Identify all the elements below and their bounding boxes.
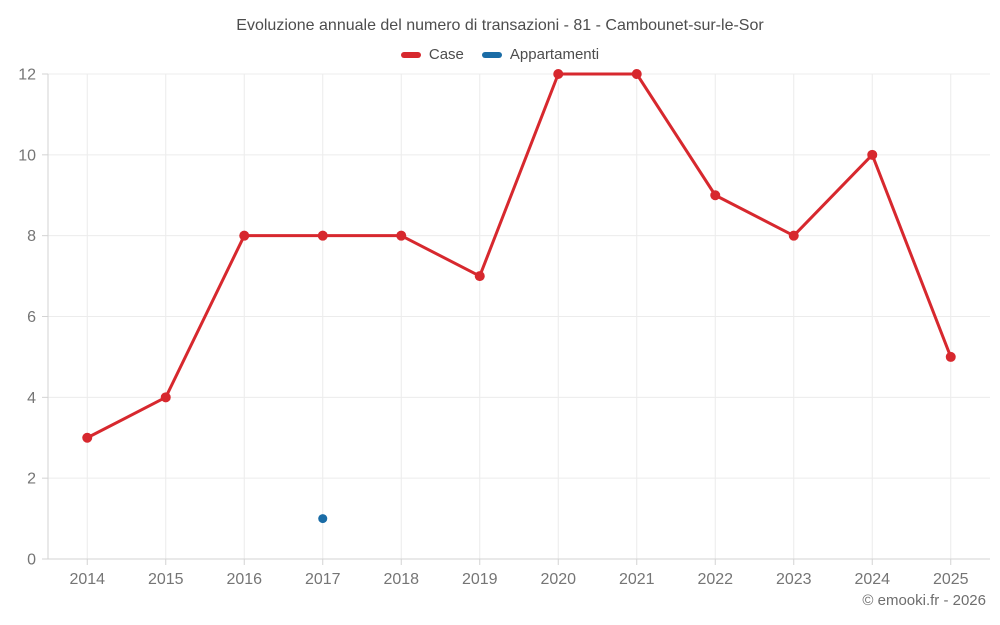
svg-text:2018: 2018: [383, 571, 419, 588]
svg-text:2025: 2025: [933, 571, 969, 588]
chart-legend: Case Appartamenti: [0, 46, 1000, 63]
svg-text:2: 2: [27, 471, 36, 488]
svg-text:4: 4: [27, 390, 36, 407]
svg-text:2015: 2015: [148, 571, 184, 588]
svg-text:10: 10: [18, 147, 36, 164]
legend-label-case: Case: [428, 46, 464, 63]
chart-title: Evoluzione annuale del numero di transaz…: [236, 17, 764, 34]
copyright-footer: © emooki.fr - 2026: [862, 592, 986, 609]
svg-text:2020: 2020: [540, 571, 576, 588]
legend-item-case[interactable]: Case: [400, 46, 464, 63]
svg-text:0: 0: [27, 552, 36, 569]
svg-text:2023: 2023: [776, 571, 812, 588]
legend-label-appartamenti: Appartamenti: [509, 46, 600, 63]
svg-text:2016: 2016: [226, 571, 262, 588]
svg-text:2019: 2019: [462, 571, 498, 588]
legend-swatch-case-icon: [400, 51, 421, 58]
svg-text:2021: 2021: [619, 571, 655, 588]
svg-text:2024: 2024: [854, 571, 890, 588]
svg-text:12: 12: [18, 67, 36, 84]
svg-text:2022: 2022: [697, 571, 733, 588]
legend-swatch-appartamenti-icon: [481, 51, 502, 58]
svg-text:2017: 2017: [305, 571, 341, 588]
legend-item-appartamenti[interactable]: Appartamenti: [481, 46, 600, 63]
svg-text:2014: 2014: [69, 571, 105, 588]
svg-text:8: 8: [27, 228, 36, 245]
svg-text:6: 6: [27, 309, 36, 326]
